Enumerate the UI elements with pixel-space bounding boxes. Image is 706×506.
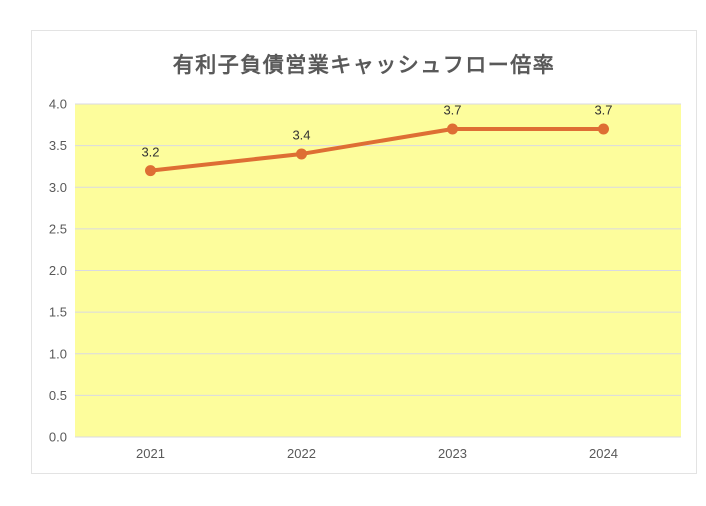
svg-text:2021: 2021 [136,446,165,461]
svg-text:1.0: 1.0 [49,346,67,361]
svg-text:1.5: 1.5 [49,305,67,320]
svg-text:3.0: 3.0 [49,180,67,195]
svg-text:3.5: 3.5 [49,138,67,153]
svg-text:2023: 2023 [438,446,467,461]
svg-text:2022: 2022 [287,446,316,461]
svg-text:3.2: 3.2 [141,144,159,159]
svg-text:0.0: 0.0 [49,430,67,445]
svg-text:2.0: 2.0 [49,263,67,278]
svg-text:2.5: 2.5 [49,221,67,236]
svg-text:3.7: 3.7 [594,102,612,117]
svg-text:0.5: 0.5 [49,388,67,403]
svg-text:4.0: 4.0 [49,97,67,112]
svg-text:3.4: 3.4 [292,128,310,143]
svg-text:2024: 2024 [589,446,618,461]
svg-text:3.7: 3.7 [443,102,461,117]
